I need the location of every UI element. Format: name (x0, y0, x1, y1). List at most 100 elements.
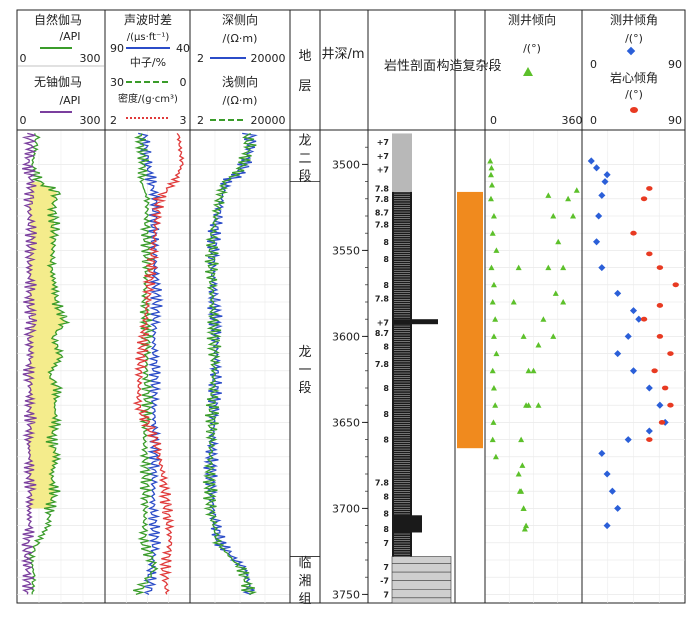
core-max: 90 (668, 114, 682, 127)
dip-point (645, 427, 653, 435)
azimuth-point (520, 505, 527, 511)
curve-0-0 (26, 133, 71, 595)
azimuth-point (492, 316, 499, 322)
azimuth-point (555, 238, 562, 245)
gr-title: 自然伽马 (34, 12, 82, 27)
lld-unit: /(Ω·m) (223, 32, 258, 45)
gr-min: 0 (20, 52, 27, 65)
dip-point (624, 332, 632, 340)
strata-label-char: 段 (298, 381, 311, 396)
azimuth-point (523, 402, 530, 408)
lithology-code: 8 (383, 510, 389, 519)
azimuth-point (570, 213, 577, 219)
azimuth-point (540, 316, 547, 322)
lls-unit: /(Ω·m) (223, 94, 258, 107)
azimuth-point (490, 333, 497, 339)
gamma-fill-area (28, 181, 65, 509)
dip-point (603, 470, 611, 478)
lithology-code: 8 (383, 238, 389, 247)
figure-frame (16, 9, 686, 604)
lithology-code: 8 (383, 281, 389, 290)
curve-1-0 (138, 132, 164, 595)
azimuth-point (535, 402, 542, 408)
azimuth-point (560, 264, 567, 271)
den-max: 3 (180, 114, 187, 127)
ugr-unit: /API (59, 94, 80, 107)
dip-point (587, 157, 595, 165)
cnl-max: 0 (180, 76, 187, 89)
azimuth-point (515, 471, 522, 477)
azimuth-point (520, 333, 527, 339)
lithology-code: -7 (380, 577, 389, 586)
core-title: 岩心倾角 (610, 70, 658, 85)
azimuth-point (488, 182, 495, 188)
azimuth-point (516, 488, 523, 494)
dip-header: 测井倾角 /(°) 0 90 岩心倾角 /(°) 0 90 (590, 13, 682, 127)
dip-point (595, 212, 603, 220)
ugr-title: 无铀伽马 (34, 74, 82, 89)
lithology-code: +7 (377, 166, 389, 175)
dip-point (608, 487, 616, 495)
zone-header-label: 构造复杂段 (436, 59, 501, 74)
azimuth-point (489, 367, 496, 374)
azimuth-point (519, 462, 526, 468)
lithology-gray-block (392, 133, 412, 192)
core-unit: /(°) (625, 88, 643, 101)
dip-min: 0 (590, 58, 597, 71)
core-dip-point (656, 303, 664, 308)
lithology-code: 8.7 (375, 209, 389, 218)
core-dip-point (651, 368, 658, 374)
azimuth-point (488, 264, 495, 271)
gr-unit: /API (59, 30, 80, 43)
cnl-title: 中子/% (130, 56, 166, 69)
lls-min: 2 (197, 114, 204, 127)
ugr-min: 0 (20, 114, 27, 127)
core-dip-point (667, 402, 674, 408)
lithology-header-label: 岩性剖面 (384, 59, 436, 74)
core-dip-point (646, 186, 653, 191)
depth-tick-label: 3750 (332, 588, 360, 601)
lld-min: 2 (197, 52, 204, 65)
depth-header: 井深/m (321, 47, 364, 62)
ac-min: 90 (110, 42, 124, 55)
core-dip-point (656, 265, 664, 270)
dip-max: 90 (668, 58, 682, 71)
dip-point (624, 436, 632, 444)
core-min: 0 (590, 114, 597, 127)
strata-label-char: 组 (298, 592, 311, 607)
core-dip-point (630, 230, 637, 236)
core-dip-point (646, 251, 653, 257)
den-min: 2 (110, 114, 117, 127)
lithology-marker-bar (392, 319, 438, 325)
den-title: 密度/(g·cm³) (118, 92, 178, 105)
complex-zone-bar (457, 191, 483, 449)
dip-point (645, 384, 653, 392)
azimuth-legend-marker (523, 67, 533, 76)
azimuth-max: 360 (562, 114, 583, 127)
lithology-code: +7 (377, 138, 389, 147)
azimuth-point (489, 299, 496, 305)
dip-point (614, 289, 622, 297)
curve-1-2 (132, 132, 185, 595)
lld-max: 20000 (251, 52, 286, 65)
depth-tick-label: 3600 (332, 330, 360, 343)
curve-2-1 (202, 132, 258, 596)
lithology-code: 7.8 (375, 360, 390, 369)
track-header-resistivity: 深侧向 /(Ω·m) 2 20000 浅侧向 /(Ω·m) 2 20000 (197, 12, 286, 127)
azimuth-point (518, 436, 525, 443)
azimuth-point (488, 164, 495, 171)
depth-tick-label: 3700 (332, 502, 360, 515)
strata-label-char: 一 (298, 363, 311, 378)
azimuth-point (545, 264, 552, 271)
azimuth-point (565, 195, 572, 202)
core-dip-point (656, 334, 664, 339)
azimuth-point (525, 367, 532, 374)
dip-point (593, 164, 601, 172)
azimuth-header: 测井倾向 /(°) 0 360 (490, 12, 583, 127)
lithology-dark-band (392, 515, 422, 533)
gr-max: 300 (80, 52, 101, 65)
dip-point (635, 315, 643, 323)
azimuth-point (535, 342, 542, 348)
track-header-sonic: 声波时差 /(μs·ft⁻¹) 90 40 中子/% 30 0 密度/(g·cm… (110, 13, 190, 127)
